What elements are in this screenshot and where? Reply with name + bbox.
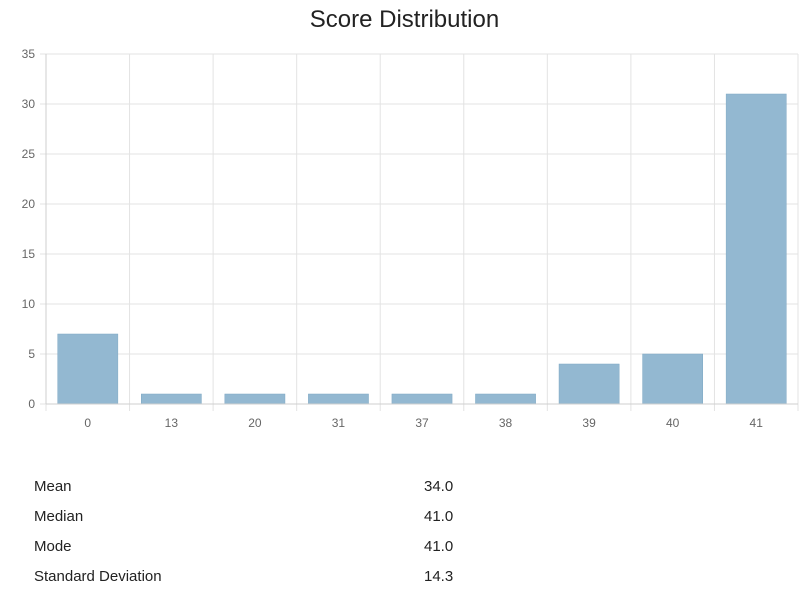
- stat-row-mode: Mode 41.0: [34, 532, 734, 562]
- bar: [475, 393, 536, 405]
- x-tick-label: 40: [666, 416, 680, 430]
- y-tick-label: 15: [22, 247, 36, 261]
- stat-value: 41.0: [424, 538, 454, 555]
- stat-row-standard-deviation: Standard Deviation 14.3: [34, 562, 734, 592]
- x-tick-label: 20: [248, 416, 262, 430]
- stat-row-mean: Mean 34.0: [34, 472, 734, 502]
- stat-label: Mean: [34, 478, 72, 495]
- y-tick-label: 20: [22, 197, 36, 211]
- x-tick-label: 13: [165, 416, 179, 430]
- y-tick-label: 25: [22, 147, 36, 161]
- axes: 0 5 10 15 20 25 30 35 0 13 20 31 37 38 39 40 41: [22, 47, 798, 430]
- stat-label: Standard Deviation: [34, 568, 162, 585]
- bar: [725, 93, 787, 405]
- bar: [57, 333, 119, 405]
- x-tick-label: 37: [415, 416, 429, 430]
- y-tick-label: 0: [28, 397, 35, 411]
- bar: [224, 393, 286, 405]
- statistics-table: Mean 34.0 Median 41.0 Mode 41.0 Standard…: [34, 472, 734, 592]
- y-tick-label: 5: [28, 347, 35, 361]
- bar: [391, 393, 453, 405]
- bars: [57, 93, 787, 405]
- chart-title: Score Distribution: [309, 6, 500, 33]
- bar: [642, 353, 703, 405]
- x-tick-label: 39: [582, 416, 596, 430]
- y-tick-label: 10: [22, 297, 36, 311]
- x-tick-label: 38: [499, 416, 513, 430]
- bar: [308, 393, 369, 405]
- bar: [141, 393, 202, 405]
- bar-chart: 0 5 10 15 20 25 30 35 0 13 20 31 37 38 39 40 41: [22, 47, 799, 430]
- x-tick-label: 0: [84, 416, 91, 430]
- x-tick-label: 31: [332, 416, 346, 430]
- stat-value: 34.0: [424, 478, 454, 495]
- stat-row-median: Median 41.0: [34, 502, 734, 532]
- y-tick-label: 30: [22, 97, 36, 111]
- stat-label: Mode: [34, 538, 72, 555]
- stat-value: 14.3: [424, 568, 454, 585]
- stat-label: Median: [34, 508, 84, 525]
- y-tick-label: 35: [22, 47, 36, 61]
- x-tick-label: 41: [750, 416, 764, 430]
- stat-value: 41.0: [424, 508, 454, 525]
- bar: [558, 363, 620, 405]
